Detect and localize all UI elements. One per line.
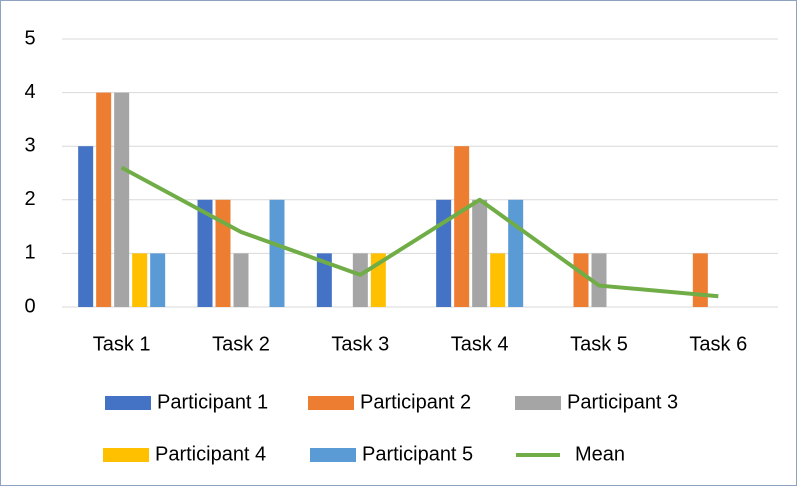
bar [316, 253, 332, 307]
y-tick-label: 2 [24, 188, 35, 210]
legend-label: Participant 4 [155, 443, 266, 465]
bar [269, 199, 285, 307]
mean-line [120, 165, 719, 299]
bar [132, 253, 148, 307]
legend-swatch [105, 396, 151, 410]
bar [472, 199, 488, 307]
x-tick-label: Task 2 [212, 333, 270, 355]
legend-swatch [308, 396, 354, 410]
legend-swatch [103, 448, 149, 462]
x-tick-label: Task 1 [93, 333, 151, 355]
legend-swatch [310, 448, 356, 462]
y-tick-label: 3 [24, 134, 35, 156]
bar [591, 253, 607, 307]
bar [454, 146, 470, 307]
legend-label: Participant 5 [362, 443, 473, 465]
bar [692, 253, 708, 307]
x-tick-label: Task 3 [331, 333, 389, 355]
legend-swatch [515, 396, 561, 410]
x-tick-label: Task 4 [451, 333, 509, 355]
bar [197, 199, 213, 307]
bar [150, 253, 166, 307]
y-tick-label: 1 [24, 242, 35, 264]
bar [573, 253, 589, 307]
legend-label: Participant 2 [360, 391, 471, 413]
y-tick-label: 4 [24, 81, 35, 103]
bar [78, 146, 94, 307]
legend-label: Mean [575, 443, 625, 465]
legend-label: Participant 1 [157, 391, 268, 413]
x-tick-label: Task 6 [689, 333, 747, 355]
bar [215, 199, 231, 307]
y-tick-label: 5 [24, 27, 35, 49]
bar [233, 253, 249, 307]
bar [114, 92, 130, 307]
y-tick-label: 0 [24, 295, 35, 317]
bar [96, 92, 112, 307]
bar [508, 199, 524, 307]
x-tick-label: Task 5 [570, 333, 628, 355]
legend-label: Participant 3 [567, 391, 678, 413]
bar [352, 253, 368, 307]
bar [436, 199, 452, 307]
bar [490, 253, 506, 307]
